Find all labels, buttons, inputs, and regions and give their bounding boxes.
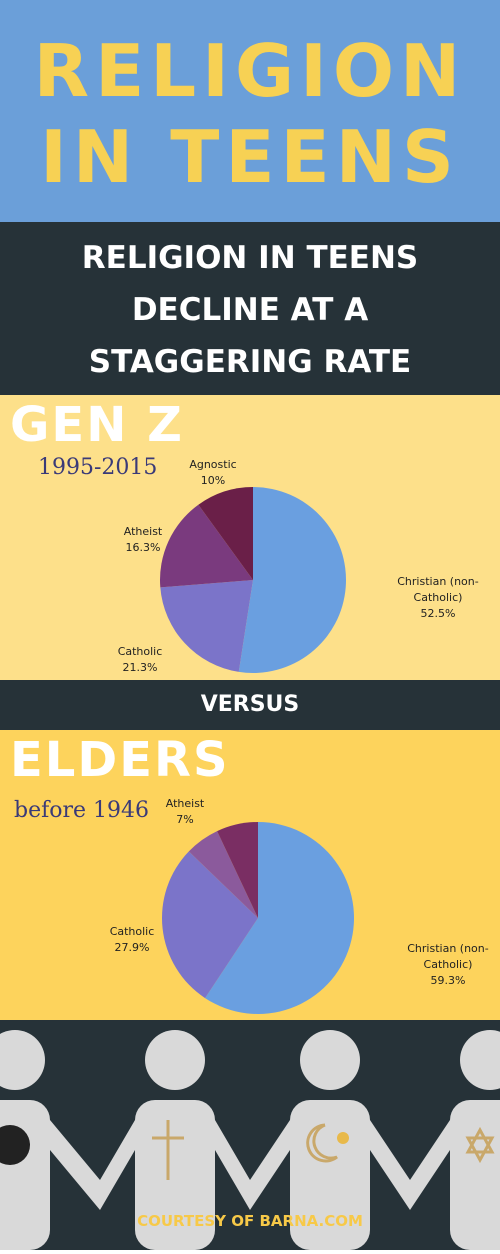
slice-name: Christian (non-Catholic) xyxy=(397,575,479,604)
slice-value: 52.5% xyxy=(420,607,456,620)
pie-slice xyxy=(205,822,355,1014)
subtitle-line: DECLINE AT A xyxy=(131,292,369,328)
slice-label: Catholic 21.3% xyxy=(111,644,169,676)
chart-section: ELDERS before 1946 Christian (non-Catholic… xyxy=(0,730,500,1020)
slice-name: Atheist xyxy=(165,797,205,810)
slice-value: 27.9% xyxy=(114,941,150,954)
slice-value: 10% xyxy=(200,474,226,487)
pie-slice xyxy=(160,504,253,588)
chart-subtitle: before 1946 xyxy=(14,798,150,823)
header: RELIGION IN TEENS xyxy=(0,0,500,222)
subtitle-line: RELIGION IN TEENS xyxy=(81,240,419,276)
pie-slice xyxy=(217,822,258,918)
slice-label: Christian (non-Catholic) 59.3% xyxy=(403,941,493,989)
slice-name: Catholic xyxy=(117,645,163,658)
slice-value: 59.3% xyxy=(430,974,466,987)
pie-slice xyxy=(160,580,253,672)
slice-label: Atheist 16.3% xyxy=(114,524,172,556)
pie-slice xyxy=(238,487,346,673)
slice-label: Atheist 7% xyxy=(156,796,214,828)
people-illustration xyxy=(0,1030,500,1250)
separator: VERSUS xyxy=(0,680,500,730)
slice-value: 21.3% xyxy=(122,661,158,674)
slice-label: Agnostic 10% xyxy=(184,457,242,489)
slice-label: Christian (non-Catholic) 52.5% xyxy=(393,574,483,622)
pie-slice xyxy=(198,487,253,580)
chart-subtitle: 1995-2015 xyxy=(38,455,158,480)
title-line: RELIGION xyxy=(33,29,467,113)
chart-section: GEN Z 1995-2015 Christian (non-Catholic) 52… xyxy=(0,395,500,680)
subtitle-band: RELIGION IN TEENS DECLINE AT A STAGGERIN… xyxy=(0,222,500,395)
chart-title: ELDERS xyxy=(10,732,230,788)
people-band xyxy=(0,1020,500,1250)
slice-name: Christian (non-Catholic) xyxy=(407,942,489,971)
slice-value: 16.3% xyxy=(125,541,161,554)
pie-chart xyxy=(161,822,355,1014)
subtitle-line: STAGGERING RATE xyxy=(88,344,412,380)
pie-chart xyxy=(160,487,346,673)
slice-name: Agnostic xyxy=(189,458,237,471)
slice-name: Catholic xyxy=(109,925,155,938)
pie-slice xyxy=(188,831,258,918)
slice-label: Catholic 27.9% xyxy=(103,924,161,956)
slice-name: Atheist xyxy=(123,525,163,538)
pie-slice xyxy=(161,851,258,999)
slice-value: 7% xyxy=(176,813,194,826)
footer: COURTESY OF BARNA.COM xyxy=(137,1212,363,1230)
title-line: IN TEENS xyxy=(40,115,460,199)
chart-title: GEN Z xyxy=(10,397,184,453)
